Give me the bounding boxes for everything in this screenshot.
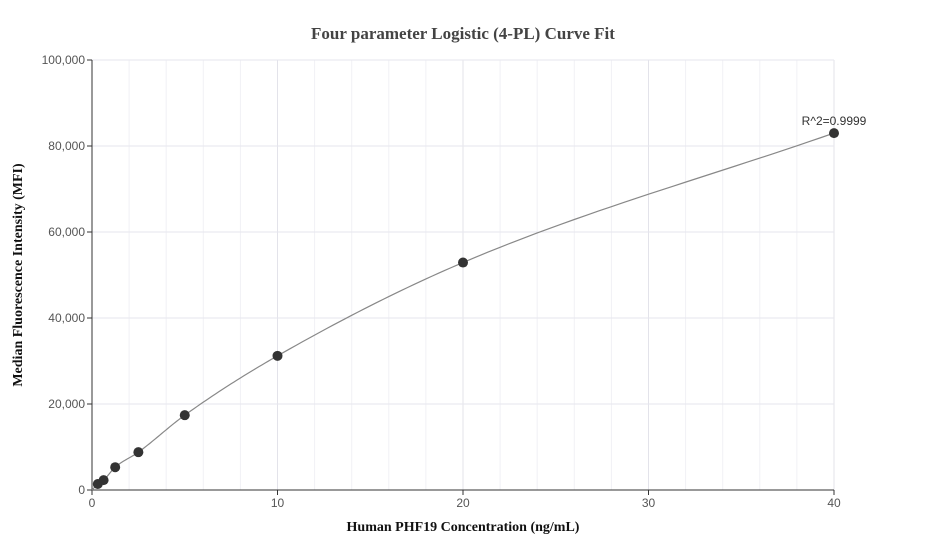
y-tick-label: 40,000 — [48, 311, 85, 325]
y-tick-label: 60,000 — [48, 225, 85, 239]
x-tick-label: 30 — [642, 496, 656, 510]
x-axis-title: Human PHF19 Concentration (ng/mL) — [347, 520, 580, 535]
x-tick-label: 40 — [827, 496, 841, 510]
data-point — [98, 475, 109, 486]
data-point — [179, 410, 190, 421]
y-axis-title: Median Fluorescence Intensity (MFI) — [11, 163, 26, 387]
x-tick-label: 20 — [456, 496, 470, 510]
y-tick-label: 80,000 — [48, 139, 85, 153]
y-tick-label: 20,000 — [48, 397, 85, 411]
axes — [87, 59, 835, 495]
grid — [92, 59, 835, 490]
data-points — [92, 128, 839, 489]
data-point — [458, 257, 468, 268]
y-tick-label: 0 — [78, 483, 85, 497]
data-point — [829, 128, 839, 139]
r-squared-annotation: R^2=0.9999 — [802, 114, 867, 128]
data-point — [133, 447, 144, 458]
x-tick-label: 0 — [89, 496, 96, 510]
y-tick-label: 100,000 — [42, 53, 86, 67]
data-point — [110, 462, 121, 473]
x-tick-label: 10 — [271, 496, 285, 510]
chart-title: Four parameter Logistic (4-PL) Curve Fit — [311, 24, 615, 43]
data-point — [272, 350, 283, 361]
tick-labels: 0 20,000 40,000 60,000 80,000 100,000 0 10 20 30 4… — [42, 53, 841, 510]
